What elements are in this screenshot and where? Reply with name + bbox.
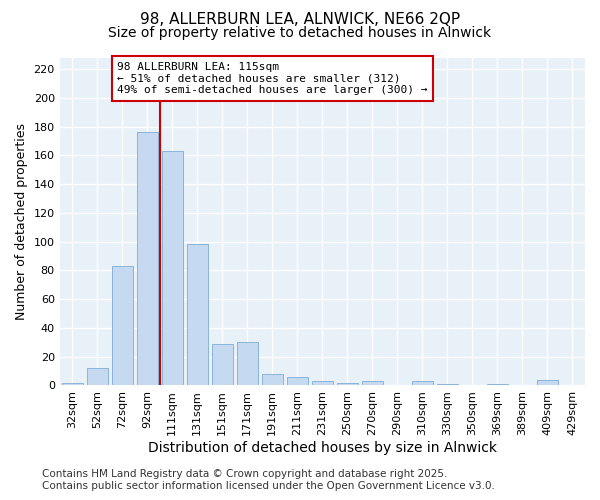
Text: Size of property relative to detached houses in Alnwick: Size of property relative to detached ho… <box>109 26 491 40</box>
Bar <box>86 368 108 386</box>
Bar <box>62 382 83 386</box>
X-axis label: Distribution of detached houses by size in Alnwick: Distribution of detached houses by size … <box>148 441 497 455</box>
Y-axis label: Number of detached properties: Number of detached properties <box>15 123 28 320</box>
Bar <box>412 381 433 386</box>
Bar <box>236 342 258 386</box>
Bar <box>212 344 233 386</box>
Text: Contains HM Land Registry data © Crown copyright and database right 2025.
Contai: Contains HM Land Registry data © Crown c… <box>42 470 495 491</box>
Bar <box>137 132 158 386</box>
Bar <box>537 380 558 386</box>
Bar <box>112 266 133 386</box>
Text: 98 ALLERBURN LEA: 115sqm
← 51% of detached houses are smaller (312)
49% of semi-: 98 ALLERBURN LEA: 115sqm ← 51% of detach… <box>117 62 428 95</box>
Bar <box>187 244 208 386</box>
Bar <box>437 384 458 386</box>
Bar <box>337 382 358 386</box>
Bar <box>362 381 383 386</box>
Bar <box>262 374 283 386</box>
Bar <box>287 377 308 386</box>
Bar <box>161 151 183 386</box>
Bar <box>487 384 508 386</box>
Bar <box>312 381 333 386</box>
Text: 98, ALLERBURN LEA, ALNWICK, NE66 2QP: 98, ALLERBURN LEA, ALNWICK, NE66 2QP <box>140 12 460 28</box>
